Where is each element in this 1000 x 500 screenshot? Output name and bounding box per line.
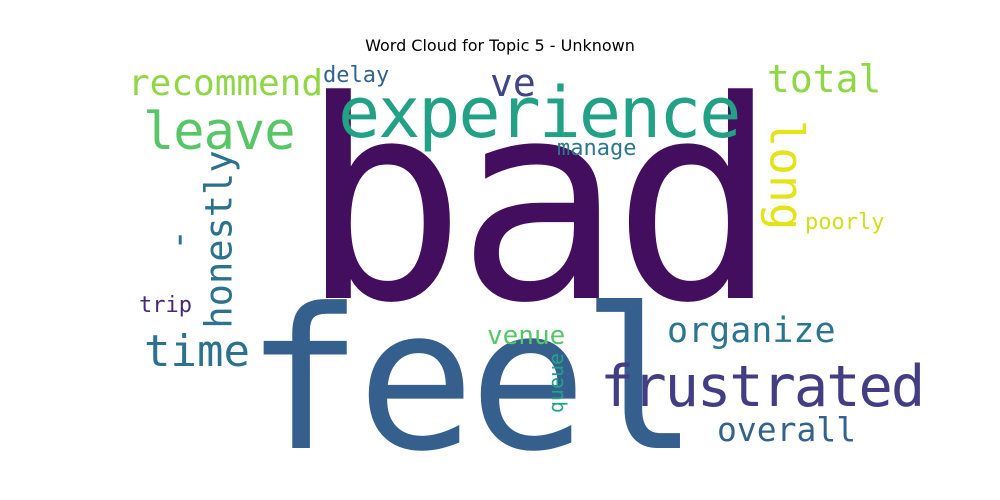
word-leave: leave — [143, 102, 296, 162]
word-manage: manage — [557, 136, 637, 161]
word-delay: delay — [323, 63, 390, 88]
word-feel: feel — [245, 267, 699, 495]
word-overall: overall — [717, 410, 857, 449]
word-honestly: honestly — [197, 150, 241, 329]
word-experience: experience — [338, 72, 741, 154]
word-recommend: recommend — [128, 63, 324, 104]
word-organize: organize — [667, 311, 836, 351]
word-frustrated: frustrated — [600, 354, 925, 420]
chart-title: Word Cloud for Topic 5 - Unknown — [365, 36, 635, 55]
word-apostrophe: ' — [170, 229, 191, 269]
word-bad: bad — [300, 43, 778, 364]
word-time: time — [144, 326, 250, 377]
word-total: total — [767, 57, 882, 101]
word-ve: ve — [490, 61, 536, 105]
word-venue: venue — [487, 321, 566, 351]
word-poorly: poorly — [805, 210, 885, 235]
word-queue: queue — [544, 352, 569, 414]
word-long: long — [759, 119, 814, 231]
word-trip: trip — [139, 293, 192, 318]
